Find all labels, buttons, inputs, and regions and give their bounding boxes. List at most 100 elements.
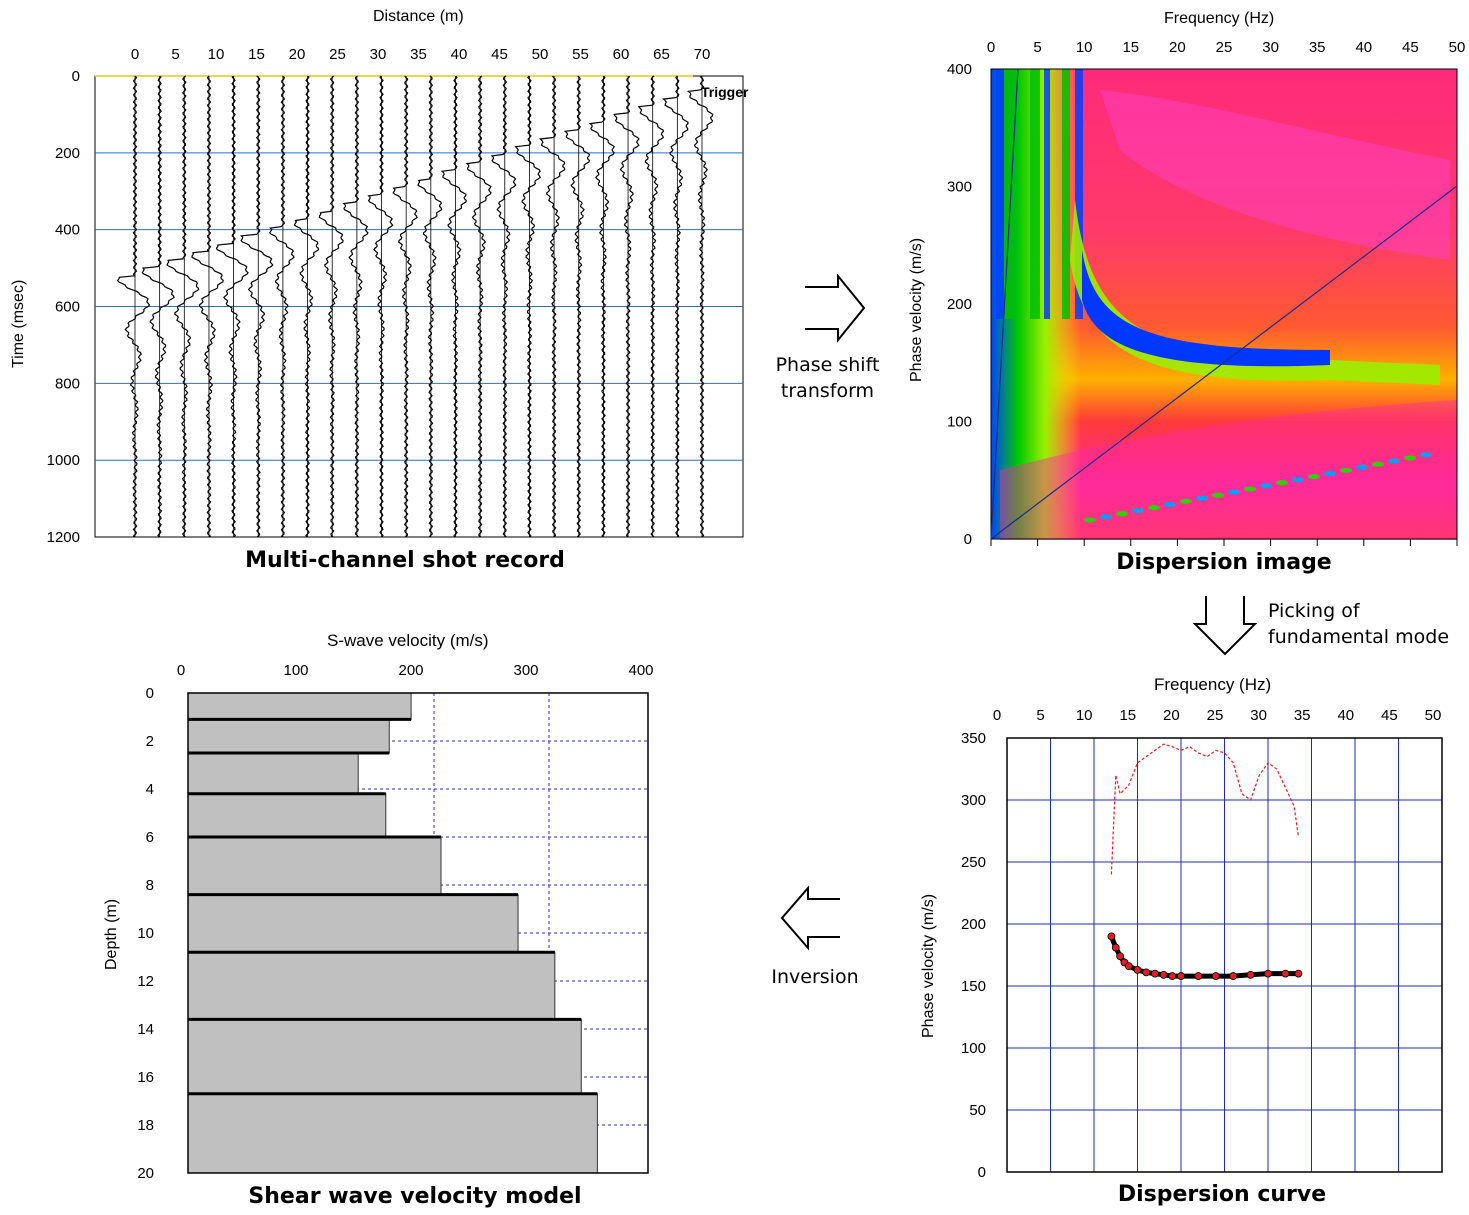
dispersion-curve-y-tick: 150 xyxy=(961,978,986,995)
dispersion-curve-x-tick: 10 xyxy=(1076,707,1093,724)
fundamental-mode-pick xyxy=(1159,970,1168,979)
seismic-trace xyxy=(392,75,418,538)
shot-x-tick: 50 xyxy=(532,46,549,63)
dispersion-speckle xyxy=(1324,471,1336,476)
dispersion-speckle xyxy=(1196,495,1208,501)
velocity-model-x-tick: 200 xyxy=(398,662,423,679)
fundamental-mode-pick xyxy=(1229,972,1238,980)
shot-x-tick: 65 xyxy=(653,46,670,63)
dispersion-speckle xyxy=(1276,480,1288,486)
seismic-trace xyxy=(293,75,320,538)
velocity-model-x-tick: 100 xyxy=(283,662,308,679)
dispersion-curve-x-tick: 15 xyxy=(1119,707,1136,724)
shot-x-tick: 10 xyxy=(208,46,225,63)
phase-shift-line-1: Phase shift xyxy=(775,354,880,376)
velocity-model-y-tick: 20 xyxy=(137,1165,154,1182)
velocity-model-y-tick: 8 xyxy=(146,877,154,894)
seismic-trace xyxy=(637,75,665,538)
shot-x-tick: 15 xyxy=(248,46,265,63)
dispersion-image-x-title: Frequency (Hz) xyxy=(1164,10,1275,27)
seismic-trace xyxy=(686,75,714,538)
dispersion-curve-y-tick: 350 xyxy=(961,730,986,747)
dispersion-curve-caption: Dispersion curve xyxy=(1117,1182,1327,1207)
fundamental-mode-pick xyxy=(1294,969,1303,978)
velocity-model-x-title: S-wave velocity (m/s) xyxy=(327,631,489,650)
picking-line-2: fundamental mode xyxy=(1268,626,1450,648)
dispersion-image-x-tick: 10 xyxy=(1076,39,1093,56)
dispersion-speckle xyxy=(1212,492,1224,498)
dispersion-image-x-tick: 50 xyxy=(1449,39,1466,56)
fundamental-mode-pick xyxy=(1177,972,1185,980)
dispersion-image-caption: Dispersion image xyxy=(1116,550,1332,575)
dispersion-speckle xyxy=(1372,461,1384,467)
dispersion-speckle xyxy=(1420,452,1432,458)
velocity-layer xyxy=(187,793,387,838)
velocity-model-y-tick: 10 xyxy=(137,925,154,942)
dispersion-vertical-band xyxy=(996,69,1004,319)
velocity-layer xyxy=(187,836,442,896)
fundamental-mode-pick xyxy=(1211,972,1220,980)
fundamental-mode-pick xyxy=(1124,962,1133,971)
shot-x-tick: 20 xyxy=(289,46,306,63)
right-arrow-icon xyxy=(800,274,866,343)
dispersion-curve-y-tick: 200 xyxy=(961,916,986,933)
dispersion-image-diagonal-line xyxy=(990,185,1458,540)
down-arrow-icon xyxy=(1193,594,1257,656)
dispersion-curve-x-tick: 50 xyxy=(1425,707,1442,724)
dispersion-image-x-tick: 30 xyxy=(1262,39,1279,56)
dispersion-curve-y-tick: 50 xyxy=(969,1102,986,1119)
dispersion-curve-y-tick: 300 xyxy=(961,792,986,809)
velocity-layer xyxy=(187,1093,598,1174)
shot-record-caption: Multi-channel shot record xyxy=(245,548,565,573)
velocity-model-y-tick: 2 xyxy=(146,733,154,750)
dispersion-image-y-tick: 100 xyxy=(947,414,972,431)
shot-record-x-title: Distance (m) xyxy=(373,8,464,25)
velocity-model-y-tick: 18 xyxy=(137,1117,154,1134)
velocity-model-x-tick: 400 xyxy=(628,662,653,679)
seismic-trace xyxy=(240,75,274,538)
velocity-layer xyxy=(187,951,556,1020)
fundamental-mode-pick xyxy=(1246,970,1255,979)
dispersion-vertical-band xyxy=(1062,69,1070,319)
seismic-trace xyxy=(191,75,224,538)
seismic-trace xyxy=(465,75,492,538)
velocity-layer xyxy=(187,894,519,953)
velocity-model-y-tick: 0 xyxy=(146,685,154,702)
seismic-trace xyxy=(215,75,249,538)
shot-y-tick: 600 xyxy=(55,299,80,316)
dispersion-speckle xyxy=(1244,486,1256,492)
seismic-trace xyxy=(588,75,615,538)
fundamental-mode-pick xyxy=(1133,965,1142,974)
dispersion-image-y-tick: 300 xyxy=(947,179,972,196)
dispersion-curve-frame xyxy=(1006,737,1443,1173)
shot-x-tick: 55 xyxy=(572,46,589,63)
velocity-model-y-tick: 12 xyxy=(137,973,154,990)
dispersion-image-steep-line xyxy=(990,68,1019,540)
dispersion-vertical-band xyxy=(1044,69,1050,319)
seismic-trace xyxy=(662,75,689,538)
dispersion-curve-y-tick: 0 xyxy=(978,1164,986,1181)
dispersion-curve-upper-trace xyxy=(1110,743,1300,875)
dispersion-image-x-tick: 20 xyxy=(1169,39,1186,56)
seismic-trace xyxy=(141,75,175,538)
dispersion-speckle xyxy=(1148,505,1160,511)
dispersion-curve-x-tick: 25 xyxy=(1207,707,1224,724)
fundamental-mode-pick xyxy=(1168,972,1177,980)
dispersion-vertical-band xyxy=(1004,69,1014,319)
dispersion-speckle xyxy=(1132,508,1144,514)
dispersion-image-y-tick: 0 xyxy=(964,531,972,548)
dispersion-image-x-tick: 40 xyxy=(1355,39,1372,56)
velocity-model-y-tick: 4 xyxy=(146,781,154,798)
shot-y-tick: 1200 xyxy=(47,529,80,546)
dispersion-image-x-tick: 15 xyxy=(1122,39,1139,56)
dispersion-curve-x-tick: 0 xyxy=(993,707,1001,724)
dispersion-curve-x-tick: 35 xyxy=(1294,707,1311,724)
dispersion-curve-x-tick: 20 xyxy=(1163,707,1180,724)
dispersion-image-x-tick: 25 xyxy=(1216,39,1233,56)
seismic-trace xyxy=(166,75,200,538)
seismic-trace xyxy=(440,75,467,538)
shot-y-tick: 0 xyxy=(72,68,80,85)
velocity-model-x-tick: 0 xyxy=(177,662,185,679)
dispersion-green-ridge xyxy=(1070,200,1440,385)
